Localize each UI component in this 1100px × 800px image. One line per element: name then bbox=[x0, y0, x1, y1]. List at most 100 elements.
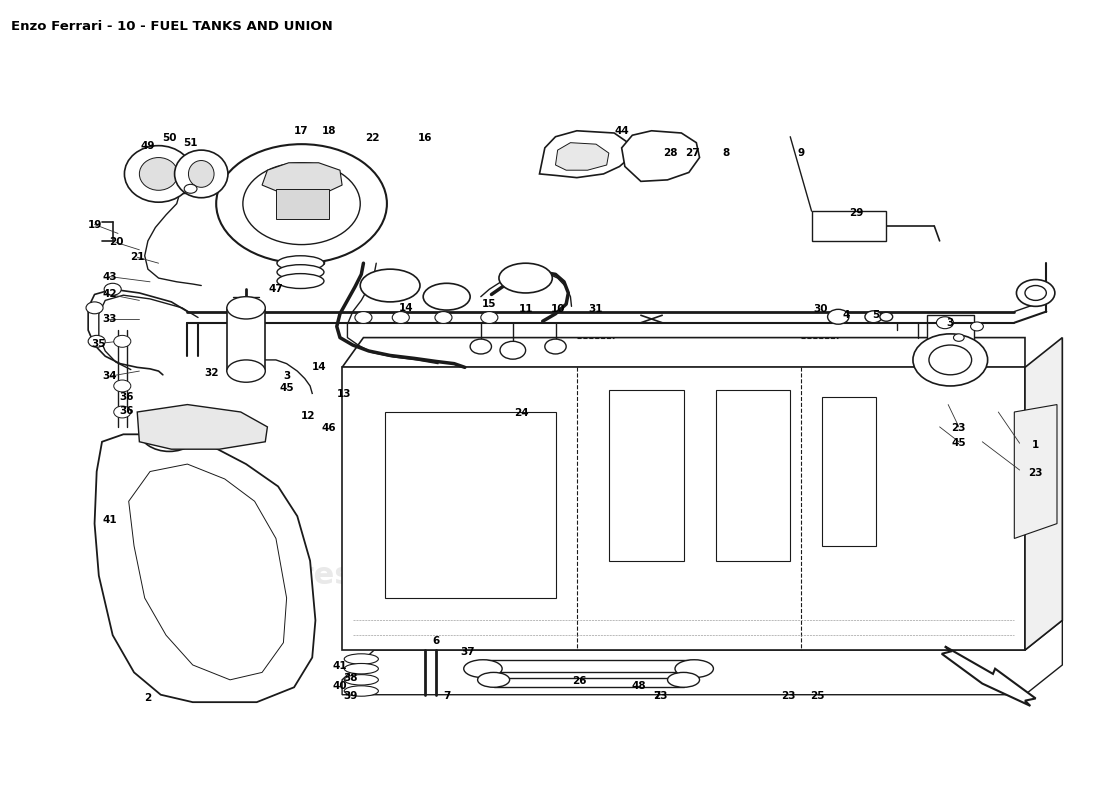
Text: 47: 47 bbox=[268, 284, 284, 294]
Text: 27: 27 bbox=[685, 148, 700, 158]
Text: 23: 23 bbox=[952, 423, 966, 434]
Text: 48: 48 bbox=[631, 681, 646, 690]
Polygon shape bbox=[1025, 338, 1063, 650]
Text: 42: 42 bbox=[102, 290, 117, 299]
Text: 45: 45 bbox=[952, 438, 966, 448]
Polygon shape bbox=[823, 397, 876, 546]
Polygon shape bbox=[342, 620, 1063, 694]
Ellipse shape bbox=[188, 161, 214, 187]
Text: 29: 29 bbox=[849, 208, 864, 218]
Text: 10: 10 bbox=[550, 304, 565, 314]
Circle shape bbox=[113, 335, 131, 347]
Text: 50: 50 bbox=[162, 134, 176, 143]
Polygon shape bbox=[138, 405, 267, 450]
Polygon shape bbox=[539, 130, 632, 178]
Circle shape bbox=[434, 311, 452, 323]
Polygon shape bbox=[385, 412, 556, 598]
Text: 28: 28 bbox=[663, 148, 678, 158]
Text: 11: 11 bbox=[518, 304, 532, 314]
Ellipse shape bbox=[277, 274, 324, 289]
Text: 36: 36 bbox=[119, 406, 134, 415]
Ellipse shape bbox=[344, 686, 378, 696]
Circle shape bbox=[86, 302, 103, 314]
Polygon shape bbox=[927, 315, 974, 345]
Text: 8: 8 bbox=[723, 148, 729, 158]
Ellipse shape bbox=[424, 283, 470, 310]
Text: 23: 23 bbox=[652, 691, 668, 702]
Text: 24: 24 bbox=[514, 409, 529, 418]
Polygon shape bbox=[95, 434, 316, 702]
Text: 37: 37 bbox=[461, 646, 475, 657]
Ellipse shape bbox=[124, 146, 192, 202]
Ellipse shape bbox=[675, 660, 714, 678]
Polygon shape bbox=[262, 162, 342, 193]
Circle shape bbox=[913, 334, 988, 386]
Text: 19: 19 bbox=[87, 219, 101, 230]
Text: eurospares: eurospares bbox=[161, 561, 353, 590]
Text: 5: 5 bbox=[872, 310, 879, 320]
Circle shape bbox=[217, 144, 387, 263]
Ellipse shape bbox=[499, 263, 552, 293]
Text: 1: 1 bbox=[1032, 441, 1040, 450]
Text: 16: 16 bbox=[418, 134, 432, 143]
Text: 9: 9 bbox=[798, 148, 804, 158]
Circle shape bbox=[928, 345, 971, 374]
Circle shape bbox=[865, 311, 882, 322]
Circle shape bbox=[184, 184, 197, 194]
Text: 34: 34 bbox=[102, 371, 117, 382]
Text: 38: 38 bbox=[343, 674, 358, 683]
Text: 20: 20 bbox=[109, 238, 123, 247]
Circle shape bbox=[393, 311, 409, 323]
Text: 14: 14 bbox=[311, 362, 326, 372]
Polygon shape bbox=[1014, 405, 1057, 538]
Text: 3: 3 bbox=[947, 318, 954, 328]
Text: 6: 6 bbox=[432, 636, 440, 646]
Bar bbox=[227, 308, 265, 371]
Ellipse shape bbox=[140, 158, 178, 190]
Circle shape bbox=[1016, 279, 1055, 306]
Text: Enzo Ferrari - 10 - FUEL TANKS AND UNION: Enzo Ferrari - 10 - FUEL TANKS AND UNION bbox=[11, 20, 332, 33]
Ellipse shape bbox=[668, 672, 700, 687]
Ellipse shape bbox=[277, 265, 324, 279]
Circle shape bbox=[243, 162, 360, 245]
Circle shape bbox=[104, 283, 121, 295]
Circle shape bbox=[355, 311, 372, 323]
Text: 45: 45 bbox=[279, 383, 294, 393]
Circle shape bbox=[970, 322, 983, 331]
Ellipse shape bbox=[175, 150, 228, 198]
Circle shape bbox=[880, 312, 893, 322]
Ellipse shape bbox=[227, 297, 265, 319]
Text: 36: 36 bbox=[119, 392, 134, 402]
Polygon shape bbox=[342, 338, 1025, 367]
Text: 15: 15 bbox=[482, 299, 496, 309]
Circle shape bbox=[113, 380, 131, 392]
Circle shape bbox=[88, 335, 106, 347]
Text: 44: 44 bbox=[614, 126, 629, 136]
Circle shape bbox=[671, 144, 696, 162]
Text: 41: 41 bbox=[102, 515, 117, 525]
Text: 51: 51 bbox=[184, 138, 198, 148]
Circle shape bbox=[140, 410, 199, 451]
Ellipse shape bbox=[344, 654, 378, 664]
Polygon shape bbox=[621, 130, 700, 182]
Text: 41: 41 bbox=[332, 662, 348, 671]
Text: 7: 7 bbox=[443, 691, 450, 702]
Text: 46: 46 bbox=[322, 423, 337, 434]
Text: 17: 17 bbox=[294, 126, 309, 136]
Ellipse shape bbox=[344, 663, 378, 674]
Text: 43: 43 bbox=[102, 271, 117, 282]
Text: 4: 4 bbox=[842, 310, 849, 320]
Text: 23: 23 bbox=[781, 691, 795, 702]
Text: 23: 23 bbox=[1028, 468, 1043, 478]
Circle shape bbox=[201, 414, 249, 447]
Circle shape bbox=[954, 334, 965, 342]
Text: 25: 25 bbox=[810, 691, 824, 702]
Text: 49: 49 bbox=[141, 141, 155, 150]
Polygon shape bbox=[609, 390, 683, 561]
Circle shape bbox=[1025, 286, 1046, 301]
Polygon shape bbox=[556, 142, 609, 170]
Polygon shape bbox=[276, 189, 329, 218]
Text: 22: 22 bbox=[365, 134, 380, 143]
Text: 3: 3 bbox=[283, 371, 290, 382]
Circle shape bbox=[936, 317, 954, 329]
